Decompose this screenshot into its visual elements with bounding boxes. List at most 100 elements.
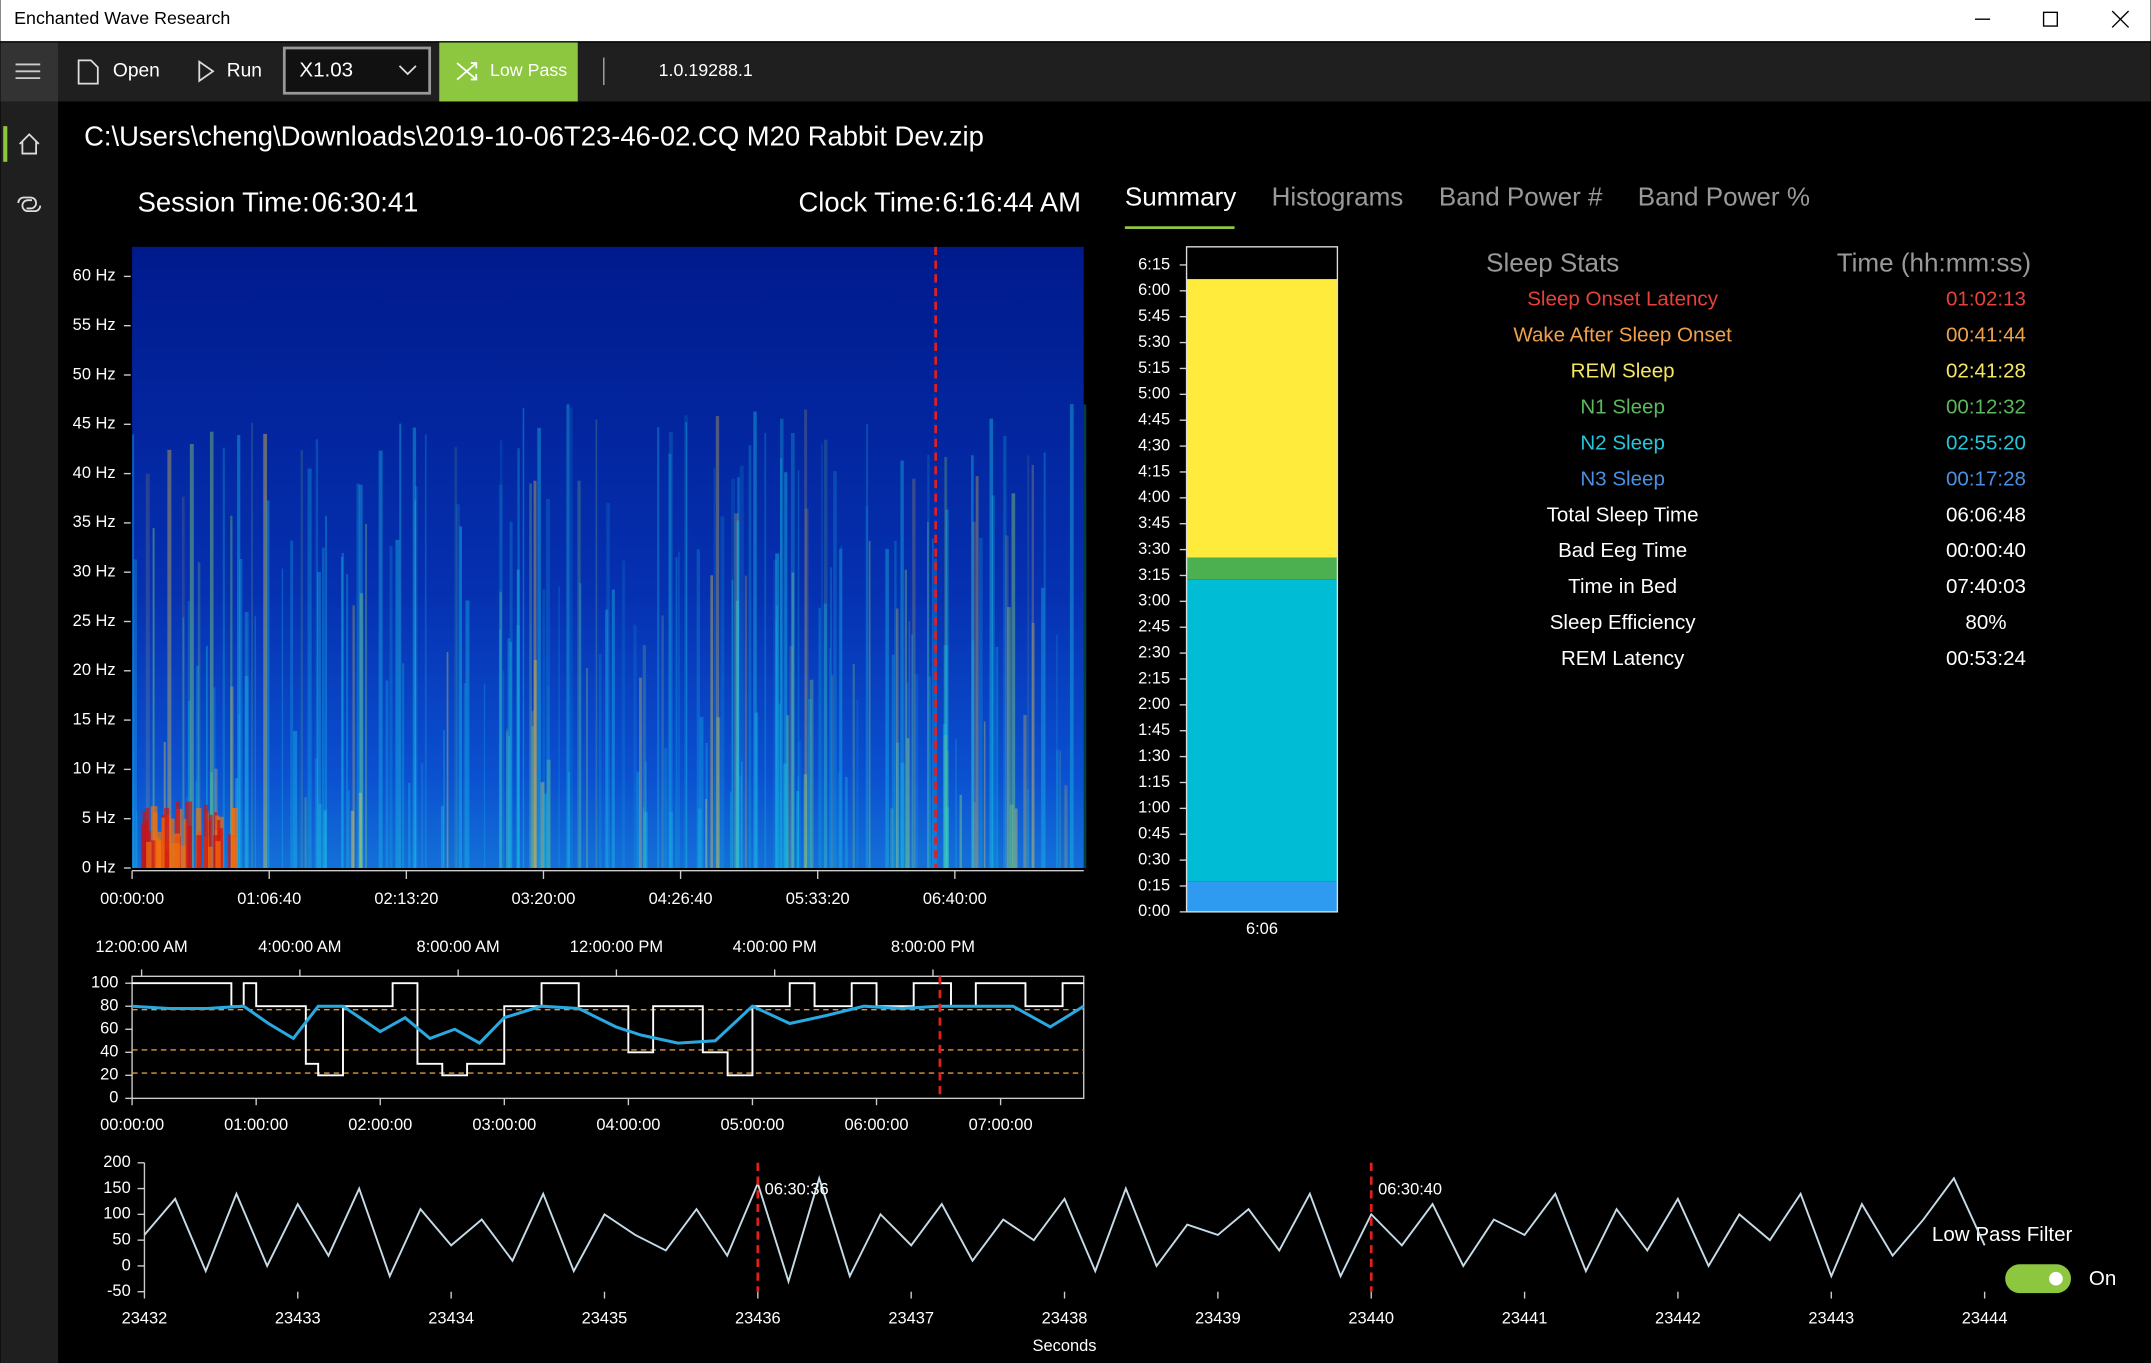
spectrogram-streak	[254, 616, 256, 868]
low-pass-button[interactable]	[439, 42, 578, 102]
tab[interactable]: Histograms	[1272, 182, 1404, 212]
spectrogram-streak	[517, 448, 520, 868]
home-nav[interactable]	[19, 133, 40, 155]
stats-header: Sleep Stats	[1486, 248, 1619, 278]
spectrogram-streak	[209, 431, 214, 868]
spectrogram-streak	[1014, 808, 1018, 868]
spectrogram-streak	[713, 467, 716, 868]
spectrogram-streak	[529, 483, 532, 868]
spectrogram-hotspot	[231, 836, 237, 868]
dropdown-chevron	[398, 65, 417, 76]
spectrogram-streak	[598, 653, 602, 868]
spectrogram-streak	[356, 483, 360, 868]
spectrogram-streak	[715, 416, 720, 868]
spectrogram-streak	[1007, 607, 1011, 868]
spectrogram-streak	[454, 447, 458, 868]
x2-tick-label: 12:00:00 PM	[570, 938, 663, 956]
run-button[interactable]: Run	[227, 60, 262, 81]
spectrogram-streak	[865, 505, 869, 868]
spectrogram-streak	[830, 567, 832, 868]
spectrogram-streak	[420, 763, 424, 868]
spectrogram-streak	[736, 520, 740, 868]
spectrogram-streak	[945, 807, 950, 868]
y-tick-label: 6:00	[1138, 281, 1170, 299]
spectrogram-streak	[595, 419, 598, 868]
spectrogram-streak	[321, 547, 325, 868]
spectrogram-streak	[829, 648, 831, 868]
stat-value: 01:02:13	[1946, 288, 2026, 311]
x-tick-label: 02:13:20	[374, 890, 438, 908]
spectrogram-hotspot	[207, 846, 213, 868]
session-time-value: 06:30:41	[312, 187, 419, 218]
x-tick-label: 23441	[1502, 1309, 1548, 1327]
window-controls[interactable]	[1975, 10, 2130, 28]
spectrogram-streak	[657, 427, 660, 868]
spectrogram-streak	[537, 427, 541, 868]
y-tick-label: 60 Hz	[73, 267, 116, 285]
spectrogram-streak	[668, 432, 673, 868]
y-tick-label: 6:15	[1138, 255, 1170, 273]
spectrogram-streak	[908, 621, 911, 868]
y-tick-label: 45 Hz	[73, 415, 116, 433]
spectrogram-streak	[546, 759, 551, 868]
tab[interactable]: Band Power #	[1439, 182, 1603, 212]
nav-selection	[3, 126, 8, 162]
spectrogram-streak	[446, 652, 449, 868]
spectrogram-streak	[932, 538, 934, 868]
spectrogram-hotspot	[228, 834, 231, 868]
stat-value: 02:41:28	[1946, 360, 2026, 383]
spectrogram-streak	[230, 686, 234, 868]
spectrogram-streak	[1026, 788, 1029, 868]
filter-toggle[interactable]	[2005, 1264, 2072, 1294]
plot-frame	[131, 975, 1085, 1100]
file-path: C:\Users\cheng\Downloads\2019-10-06T23-4…	[84, 121, 984, 152]
spectrogram-streak	[731, 478, 735, 868]
spectrogram-streak	[731, 579, 734, 868]
spectrogram-hotspot	[140, 823, 147, 868]
tab[interactable]: Band Power %	[1638, 182, 1810, 212]
spectrogram-streak	[840, 546, 842, 868]
spectrogram-streak	[803, 774, 808, 868]
spectrogram-streak	[456, 504, 461, 868]
spectrogram-streak	[395, 539, 400, 868]
spectrogram-streak	[459, 526, 462, 868]
spectrogram-hotspot	[204, 804, 209, 868]
tab[interactable]: Summary	[1125, 182, 1236, 212]
spectrogram-streak	[642, 807, 645, 868]
spectrogram-streak	[325, 809, 327, 868]
x-tick-label: 04:26:40	[649, 890, 713, 908]
spectrogram-hotspot	[146, 841, 152, 868]
open-button[interactable]: Open	[113, 60, 160, 81]
restore-button[interactable]	[2042, 11, 2058, 27]
spectrogram-streak	[1027, 455, 1030, 868]
spectrogram-streak	[664, 748, 668, 868]
link-nav[interactable]	[17, 196, 42, 213]
x-tick-label: 23443	[1808, 1309, 1854, 1327]
spectrogram-streak	[1031, 622, 1035, 868]
x-axis-label: Seconds	[1033, 1337, 1097, 1355]
x-tick-label: 01:00:00	[224, 1116, 288, 1134]
spectrogram-streak	[506, 728, 509, 868]
open-icon	[77, 59, 99, 85]
stat-label: Sleep Efficiency	[1550, 611, 1697, 634]
x2-tick-label: 4:00:00 AM	[258, 938, 341, 956]
close-button[interactable]	[2111, 10, 2130, 28]
spectrogram-streak	[443, 730, 445, 868]
x2-tick-label: 8:00:00 AM	[417, 938, 500, 956]
y-tick-label: 3:30	[1138, 540, 1170, 558]
series-line	[132, 982, 1084, 1077]
spectrogram	[132, 246, 1084, 868]
x-tick-label: 01:06:40	[237, 890, 301, 908]
series-line	[143, 1175, 1986, 1285]
spectrogram-hotspot	[185, 801, 193, 868]
y-tick-label: 2:15	[1138, 669, 1170, 687]
y-tick-label: 5:45	[1138, 307, 1170, 325]
spectrogram-streak	[895, 608, 899, 868]
spectrogram-streak	[906, 738, 910, 868]
spectrogram-streak	[516, 569, 520, 868]
spectrogram-streak	[927, 521, 929, 868]
spectrogram-streak	[1043, 452, 1046, 868]
spectrogram-streak	[729, 791, 732, 868]
y-tick-label: 4:00	[1138, 488, 1170, 506]
